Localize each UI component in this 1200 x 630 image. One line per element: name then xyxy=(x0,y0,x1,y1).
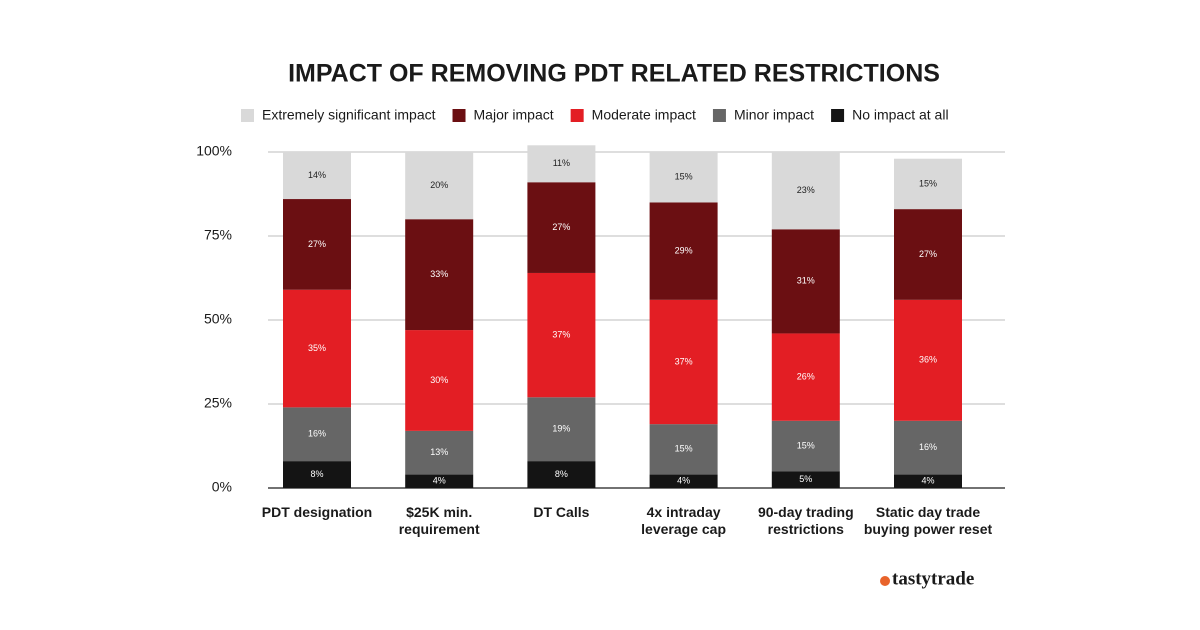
value-label: 35% xyxy=(308,343,326,353)
value-label: 5% xyxy=(799,474,812,484)
legend-swatch xyxy=(241,109,254,122)
bar-segment xyxy=(527,272,596,398)
bar-segment xyxy=(405,430,474,475)
value-label: 15% xyxy=(675,172,693,182)
bar-segment xyxy=(771,152,840,230)
value-label: 37% xyxy=(552,329,570,339)
bar-segment xyxy=(894,474,962,488)
bar-segment xyxy=(527,182,596,273)
value-label: 30% xyxy=(430,375,448,385)
bar-segment xyxy=(894,420,962,475)
x-tick-label: 90-day trading restrictions xyxy=(757,504,854,537)
bar-segment xyxy=(527,397,596,462)
value-label: 8% xyxy=(310,469,323,479)
bar-segment xyxy=(649,424,718,475)
bar-segment xyxy=(771,420,840,472)
value-label: 15% xyxy=(675,444,693,454)
value-label: 23% xyxy=(797,185,815,195)
legend-swatch xyxy=(452,109,466,122)
chart-title: IMPACT OF REMOVING PDT RELATED RESTRICTI… xyxy=(288,60,940,88)
legend-swatch xyxy=(712,109,726,122)
brand-logo: tastytrade xyxy=(880,568,974,589)
y-tick-label: 25% xyxy=(204,395,232,411)
x-tick-label: 4x intraday leverage cap xyxy=(641,504,727,537)
bar-segment xyxy=(405,474,474,488)
value-label: 27% xyxy=(919,249,937,259)
legend-label: No impact at all xyxy=(852,107,948,123)
bar-segment xyxy=(527,145,596,183)
value-label: 37% xyxy=(675,356,693,366)
y-tick-label: 50% xyxy=(204,311,232,327)
bar-segment xyxy=(771,471,840,488)
value-label: 19% xyxy=(552,424,570,434)
legend-label: Major impact xyxy=(474,107,554,123)
bar-segment xyxy=(283,152,351,200)
value-label: 15% xyxy=(919,178,937,188)
legend-label: Extremely significant impact xyxy=(262,107,436,123)
value-label: 4% xyxy=(677,476,690,486)
bar-segment xyxy=(527,461,596,488)
value-label: 16% xyxy=(919,442,937,452)
value-label: 31% xyxy=(797,276,815,286)
bar-segment xyxy=(771,229,840,334)
value-label: 29% xyxy=(675,245,693,255)
value-label: 27% xyxy=(552,222,570,232)
value-label: 8% xyxy=(555,469,568,479)
legend-swatch xyxy=(570,109,584,122)
value-label: 20% xyxy=(430,180,448,190)
bar-segment xyxy=(283,289,351,408)
x-tick-label: DT Calls xyxy=(533,504,590,520)
legend-label: Minor impact xyxy=(734,107,814,123)
bar-segment xyxy=(283,199,351,290)
y-tick-label: 100% xyxy=(196,143,232,159)
bar-segment xyxy=(649,299,718,425)
logo-icon xyxy=(880,576,890,586)
x-tick-label: Static day trade buying power reset xyxy=(863,504,993,537)
value-label: 13% xyxy=(430,447,448,457)
x-tick-label: $25K min. requirement xyxy=(398,504,480,537)
value-label: 4% xyxy=(433,476,446,486)
value-label: 27% xyxy=(308,239,326,249)
bar-segment xyxy=(283,461,351,488)
bar-segment xyxy=(894,299,962,421)
value-label: 4% xyxy=(921,476,934,486)
brand-name: tastytrade xyxy=(892,568,974,589)
bar-segment xyxy=(283,407,351,462)
y-tick-label: 0% xyxy=(212,479,232,495)
legend-label: Moderate impact xyxy=(592,107,696,123)
value-label: 36% xyxy=(919,355,937,365)
value-label: 14% xyxy=(308,170,326,180)
value-label: 16% xyxy=(308,429,326,439)
legend-swatch xyxy=(831,109,845,122)
value-label: 26% xyxy=(797,371,815,381)
bar-segment xyxy=(649,152,718,203)
bar-segment xyxy=(894,209,962,300)
bar-segment xyxy=(649,474,718,488)
bar-segment xyxy=(649,202,718,300)
bar-segment xyxy=(405,330,474,431)
value-label: 33% xyxy=(430,269,448,279)
bar-segment xyxy=(894,158,962,210)
bar-segment xyxy=(405,219,474,331)
y-tick-label: 75% xyxy=(204,227,232,243)
value-label: 15% xyxy=(797,440,815,450)
value-label: 11% xyxy=(553,158,570,168)
bar-segment xyxy=(771,333,840,421)
bar-segment xyxy=(405,152,474,220)
x-tick-label: PDT designation xyxy=(261,504,373,520)
